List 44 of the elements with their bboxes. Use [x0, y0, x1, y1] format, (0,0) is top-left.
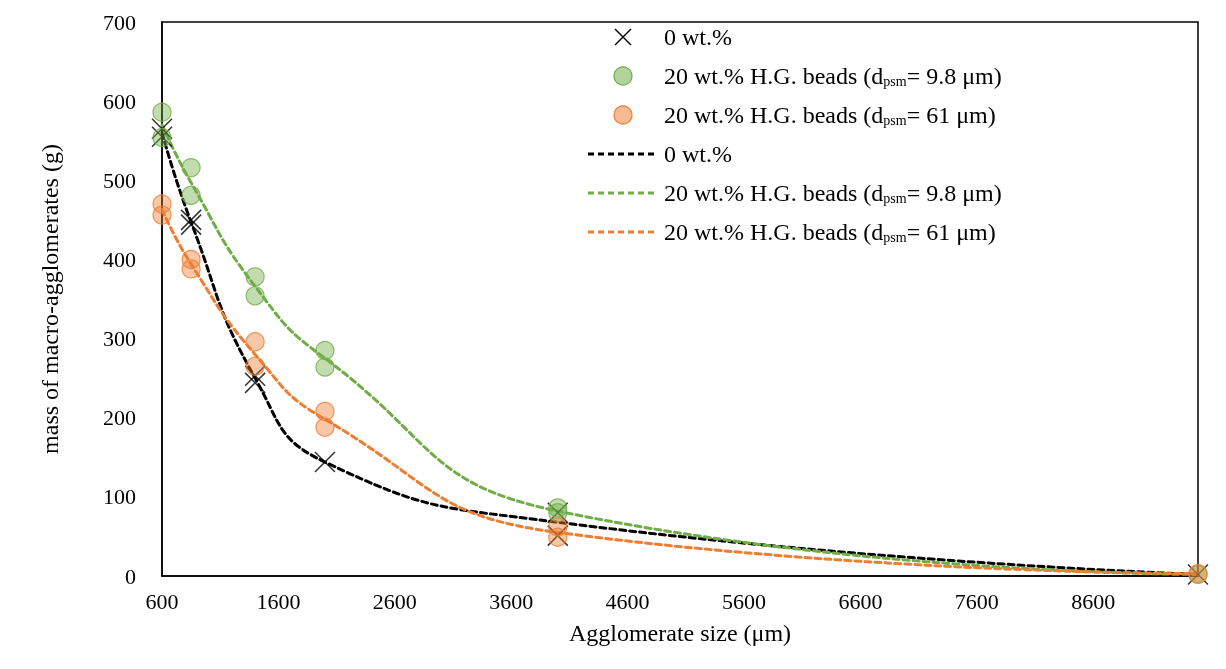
- y-tick-label: 400: [103, 246, 136, 272]
- point: [245, 267, 265, 287]
- point: [315, 340, 335, 361]
- x-axis-title: Agglomerate size (μm): [568, 620, 792, 646]
- x-tick-label: 2600: [372, 588, 417, 614]
- y-tick-label: 100: [103, 484, 136, 510]
- point: [152, 102, 172, 122]
- y-tick-label: 500: [103, 167, 136, 193]
- y-tick-label: 200: [103, 405, 136, 431]
- x-tick-label: 4600: [605, 588, 650, 614]
- point: [245, 356, 265, 376]
- point: [315, 417, 335, 437]
- point: [245, 332, 265, 352]
- point: [244, 365, 266, 387]
- x-tick-label: 8600: [1071, 588, 1116, 614]
- y-tick-label: 300: [103, 326, 136, 352]
- point: [181, 158, 201, 178]
- point: [181, 259, 201, 279]
- point: [244, 372, 266, 394]
- x-tick-label: 6600: [838, 588, 883, 614]
- point: [315, 401, 335, 421]
- legend-label: 20 wt.% H.G. beads (dpsm= 61 μm): [664, 219, 996, 245]
- point: [314, 451, 336, 473]
- legend-label: 20 wt.% H.G. beads (dpsm= 61 μm): [664, 102, 996, 128]
- point: [181, 185, 201, 205]
- y-tick-label: 600: [103, 88, 136, 114]
- y-tick-label: 700: [103, 9, 136, 35]
- y-axis-title: mass of macro-agglomerates (g): [37, 144, 63, 454]
- x-tick-label: 5600: [722, 588, 767, 614]
- point: [245, 286, 265, 306]
- y-tick-label: 0: [125, 563, 136, 589]
- x-tick-label: 7600: [954, 588, 999, 614]
- point: [180, 209, 202, 231]
- legend-label: 0 wt.%: [664, 24, 732, 50]
- x-tick-label: 3600: [489, 588, 534, 614]
- legend-label: 0 wt.%: [664, 141, 732, 167]
- legend-label: 20 wt.% H.G. beads (dpsm= 9.8 μm): [664, 180, 1002, 206]
- legend-label: 20 wt.% H.G. beads (dpsm= 9.8 μm): [664, 63, 1002, 89]
- point: [315, 357, 335, 377]
- point: [180, 213, 202, 236]
- point: [151, 118, 173, 140]
- point: [152, 205, 172, 225]
- x-tick-label: 1600: [256, 588, 301, 614]
- x-tick-label: 600: [145, 588, 179, 614]
